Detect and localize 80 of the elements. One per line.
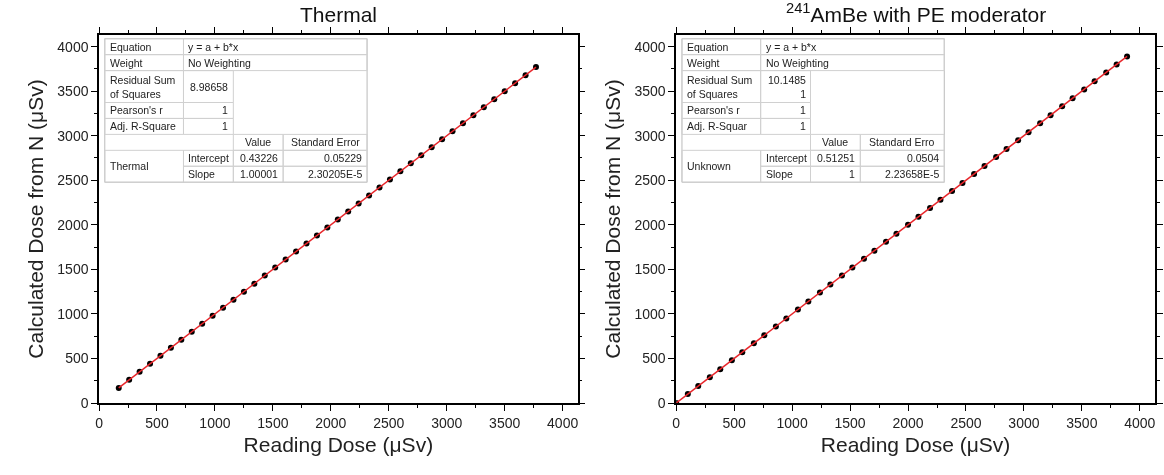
annotation: No Weighting <box>188 57 251 69</box>
annotation: Equation <box>687 41 729 53</box>
y-tick-label: 500 <box>642 350 666 367</box>
annotation: Intercept <box>188 152 229 164</box>
y-tick-label: 2500 <box>634 172 666 189</box>
x-tick-label: 3500 <box>1066 414 1098 431</box>
annotation: Standard Error <box>291 136 361 148</box>
y-tick-label: 2000 <box>57 216 89 233</box>
annotation: 1.00001 <box>240 168 279 180</box>
annotation: 0.43226 <box>240 152 279 164</box>
annotation: 1 <box>222 104 228 116</box>
y-tick-label: 0 <box>80 394 89 411</box>
x-axis-title: Reading Dose (μSv) <box>243 433 434 457</box>
annotation: Value <box>822 136 849 148</box>
annotation: 8.98658 <box>190 81 229 93</box>
y-tick-label: 4000 <box>634 38 666 55</box>
x-tick-label: 500 <box>722 414 747 431</box>
y-tick-label: 1000 <box>634 305 666 322</box>
annotation: No Weighting <box>766 57 829 69</box>
y-tick-label: 4000 <box>57 38 89 55</box>
y-tick-label: 3500 <box>634 83 666 100</box>
annotation: 0.05229 <box>324 152 363 164</box>
annotation: Unknown <box>687 160 731 172</box>
annotation: Pearson's r <box>110 104 164 116</box>
y-tick-label: 3000 <box>634 127 666 144</box>
x-tick-label: 3000 <box>1008 414 1040 431</box>
annotation: Standard Erro <box>869 136 935 148</box>
annotation: 1 <box>222 120 228 132</box>
annotation: Weight <box>687 57 720 69</box>
annotation: 2.23658E-5 <box>885 168 940 180</box>
y-tick-label: 500 <box>65 350 89 367</box>
y-tick-label: 1000 <box>57 305 89 322</box>
x-tick-label: 0 <box>95 414 104 431</box>
x-tick-label: 500 <box>145 414 169 431</box>
y-tick-label: 3000 <box>57 127 89 144</box>
y-axis-title: Calculated Dose from N (μSv) <box>601 79 625 359</box>
x-tick-label: 2500 <box>373 414 405 431</box>
annotation: Pearson's r <box>687 104 741 116</box>
annotation: Adj. R-Squar <box>687 120 748 132</box>
x-tick-label: 3000 <box>431 414 463 431</box>
x-tick-label: 4000 <box>547 414 579 431</box>
x-tick-label: 3500 <box>489 414 521 431</box>
x-tick-label: 1000 <box>776 414 808 431</box>
annotation: Equation <box>110 41 152 53</box>
annotation: 1 <box>800 104 806 116</box>
chart-title: $^{241}$AmBe with PE moderator <box>786 0 1047 26</box>
x-tick-label: 1500 <box>257 414 289 431</box>
annotation: 0.0504 <box>907 152 940 164</box>
annotation: Slope <box>188 168 216 180</box>
annotation: Residual Sum of Squares <box>687 74 753 100</box>
y-tick-label: 3500 <box>57 83 89 100</box>
y-tick-label: 2500 <box>57 172 89 189</box>
x-tick-label: 4000 <box>1124 414 1156 431</box>
annotation: Weight <box>110 57 143 69</box>
y-tick-label: 2000 <box>634 216 666 233</box>
annotation: 1 <box>800 120 806 132</box>
x-tick-label: 2000 <box>892 414 924 431</box>
annotation: Slope <box>766 168 794 180</box>
annotation: 2.30205E-5 <box>308 168 363 180</box>
annotation: 10.1485 1 <box>768 74 807 100</box>
y-tick-label: 1500 <box>57 261 89 278</box>
annotation: 1 <box>849 168 855 180</box>
annotation: Intercept <box>766 152 807 164</box>
annotation: Value <box>245 136 272 148</box>
annotation: Residual Sum of Squares <box>110 74 176 100</box>
annotation: y = a + b*x <box>188 41 239 53</box>
x-tick-label: 2500 <box>950 414 982 431</box>
x-tick-label: 1000 <box>199 414 231 431</box>
x-axis-title: Reading Dose (μSv) <box>820 433 1011 457</box>
y-axis-title: Calculated Dose from N (μSv) <box>23 79 47 359</box>
x-tick-label: 0 <box>672 414 681 431</box>
y-tick-label: 1500 <box>634 261 666 278</box>
y-tick-label: 0 <box>657 394 666 411</box>
x-tick-label: 2000 <box>315 414 347 431</box>
annotation: Adj. R-Square <box>110 120 177 132</box>
annotation: y = a + b*x <box>766 41 817 53</box>
annotation: 0.51251 <box>817 152 856 164</box>
annotation: Thermal <box>110 160 149 172</box>
x-tick-label: 1500 <box>834 414 866 431</box>
chart-title: Thermal <box>300 3 378 26</box>
